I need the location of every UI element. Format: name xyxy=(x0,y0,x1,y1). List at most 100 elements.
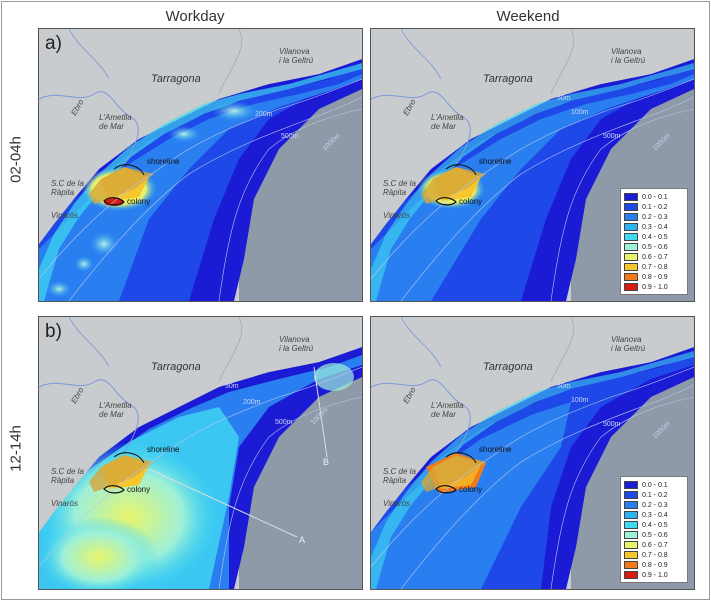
depth-label-500: 500m xyxy=(275,419,293,426)
label-vinaros: Vinaròs xyxy=(383,211,410,220)
label-shoreline: shoreline xyxy=(147,157,180,166)
label-colony: colony xyxy=(127,197,151,206)
label-colony: colony xyxy=(459,197,483,206)
label-shoreline: shoreline xyxy=(147,445,180,454)
label-vilanova: Vilanova i la Geltrú xyxy=(611,47,646,65)
legend-item: 0.6 - 0.7 xyxy=(624,252,684,262)
legend-item: 0.7 - 0.8 xyxy=(624,262,684,272)
map-panel-weekend-night: Tarragona Vilanova i la Geltrú Ebro L'Ame… xyxy=(370,28,695,302)
label-tarragona: Tarragona xyxy=(151,73,201,85)
legend-swatch xyxy=(624,243,638,251)
legend-swatch xyxy=(624,283,638,291)
row-header-12-14h: 12-14h xyxy=(7,425,25,472)
legend-item: 0.8 - 0.9 xyxy=(624,272,684,282)
legend-label: 0.0 - 0.1 xyxy=(642,193,668,201)
legend-swatch xyxy=(624,521,638,529)
legend-swatch xyxy=(624,193,638,201)
label-rapita: S.C de la Ràpita xyxy=(383,179,416,197)
label-vinaros: Vinaròs xyxy=(383,499,410,508)
legend-item: 0.1 - 0.2 xyxy=(624,490,684,500)
legend-swatch xyxy=(624,551,638,559)
row-header-02-04h: 02-04h xyxy=(7,136,25,183)
legend-label: 0.9 - 1.0 xyxy=(642,571,668,579)
legend-item: 0.9 - 1.0 xyxy=(624,282,684,292)
legend-label: 0.5 - 0.6 xyxy=(642,243,668,251)
label-tarragona: Tarragona xyxy=(483,73,533,85)
legend-item: 0.0 - 0.1 xyxy=(624,480,684,490)
legend-swatch xyxy=(624,501,638,509)
depth-label-200: 200m xyxy=(243,399,261,406)
legend-item: 0.2 - 0.3 xyxy=(624,212,684,222)
legend-item: 0.3 - 0.4 xyxy=(624,510,684,520)
legend-swatch xyxy=(624,571,638,579)
legend-label: 0.0 - 0.1 xyxy=(642,481,668,489)
legend-swatch xyxy=(624,491,638,499)
column-header-workday: Workday xyxy=(165,8,225,25)
map-panel-workday-day: b) Tarragona Vilanova i la Geltrú Ebro L'… xyxy=(38,316,363,590)
map-panel-workday-night: a) Tarragona Vilanova i la Geltrú Ebro L'… xyxy=(38,28,363,302)
depth-label-100: 100m xyxy=(571,109,589,116)
label-ametlla: L'Ametlla de Mar xyxy=(431,401,464,419)
transect-label-b: B xyxy=(323,457,330,467)
label-vilanova: Vilanova i la Geltrú xyxy=(611,335,646,353)
legend-swatch xyxy=(624,481,638,489)
depth-label-50: 50m xyxy=(225,383,239,390)
legend-label: 0.2 - 0.3 xyxy=(642,501,668,509)
label-vilanova: Vilanova i la Geltrú xyxy=(279,47,314,65)
legend-label: 0.6 - 0.7 xyxy=(642,541,668,549)
label-vinaros: Vinaròs xyxy=(51,499,78,508)
legend-item: 0.7 - 0.8 xyxy=(624,550,684,560)
legend-swatch xyxy=(624,203,638,211)
map-workday-night xyxy=(39,29,362,301)
legend-swatch xyxy=(624,511,638,519)
legend-label: 0.8 - 0.9 xyxy=(642,561,668,569)
legend-swatch xyxy=(624,531,638,539)
legend: 0.0 - 0.1 0.1 - 0.2 0.2 - 0.3 0.3 - 0.4 0.4 … xyxy=(620,188,688,295)
legend-item: 0.1 - 0.2 xyxy=(624,202,684,212)
label-vinaros: Vinaròs xyxy=(51,211,78,220)
legend-label: 0.1 - 0.2 xyxy=(642,203,668,211)
legend-item: 0.4 - 0.5 xyxy=(624,520,684,530)
label-colony: colony xyxy=(459,485,483,494)
legend-swatch xyxy=(624,253,638,261)
legend-label: 0.8 - 0.9 xyxy=(642,273,668,281)
legend-label: 0.3 - 0.4 xyxy=(642,223,668,231)
label-shoreline: shoreline xyxy=(479,445,512,454)
legend-item: 0.2 - 0.3 xyxy=(624,500,684,510)
legend-swatch xyxy=(624,213,638,221)
depth-label-500: 500m xyxy=(281,133,299,140)
label-rapita: S.C de la Ràpita xyxy=(51,467,84,485)
map-panel-weekend-day: Tarragona Vilanova i la Geltrú Ebro L'Ame… xyxy=(370,316,695,590)
legend-swatch xyxy=(624,561,638,569)
panel-letter-b: b) xyxy=(45,321,62,342)
legend-swatch xyxy=(624,541,638,549)
legend-item: 0.3 - 0.4 xyxy=(624,222,684,232)
label-colony: colony xyxy=(127,485,151,494)
transect-label-a: A xyxy=(299,535,306,545)
legend-swatch xyxy=(624,273,638,281)
column-header-weekend: Weekend xyxy=(496,8,560,25)
label-tarragona: Tarragona xyxy=(151,361,201,373)
legend-item: 0.6 - 0.7 xyxy=(624,540,684,550)
legend-label: 0.3 - 0.4 xyxy=(642,511,668,519)
legend-item: 0.8 - 0.9 xyxy=(624,560,684,570)
legend-label: 0.5 - 0.6 xyxy=(642,531,668,539)
legend-item: 0.5 - 0.6 xyxy=(624,242,684,252)
legend-item: 0.4 - 0.5 xyxy=(624,232,684,242)
depth-label-100: 100m xyxy=(571,397,589,404)
legend-label: 0.1 - 0.2 xyxy=(642,491,668,499)
legend-swatch xyxy=(624,223,638,231)
label-tarragona: Tarragona xyxy=(483,361,533,373)
panel-letter-a: a) xyxy=(45,33,62,54)
legend-item: 0.5 - 0.6 xyxy=(624,530,684,540)
label-rapita: S.C de la Ràpita xyxy=(383,467,416,485)
legend-label: 0.9 - 1.0 xyxy=(642,283,668,291)
legend-label: 0.4 - 0.5 xyxy=(642,233,668,241)
legend-item: 0.9 - 1.0 xyxy=(624,570,684,580)
legend-label: 0.2 - 0.3 xyxy=(642,213,668,221)
legend-label: 0.4 - 0.5 xyxy=(642,521,668,529)
map-workday-day xyxy=(39,317,362,589)
legend-label: 0.6 - 0.7 xyxy=(642,253,668,261)
legend-label: 0.7 - 0.8 xyxy=(642,551,668,559)
